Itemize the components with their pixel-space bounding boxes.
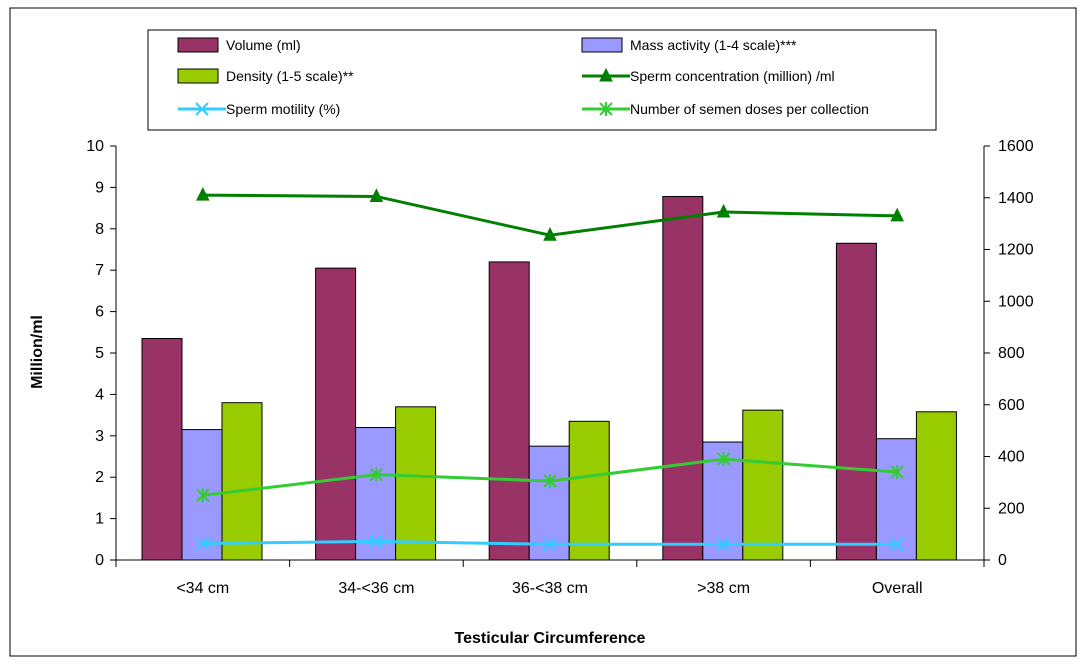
series-point — [195, 187, 210, 201]
left-tick-label: 6 — [95, 304, 104, 321]
right-tick-label: 200 — [998, 500, 1025, 517]
legend-label: Sperm concentration (million) /ml — [630, 68, 835, 84]
legend-label: Density (1-5 scale)** — [226, 68, 354, 84]
series-point — [716, 203, 731, 218]
bar — [221, 402, 263, 561]
legend-swatch — [581, 37, 623, 53]
left-tick-label: 9 — [95, 179, 104, 196]
plot-area: 0 1 2 3 4 5 6 7 8 9 10 0 200 400 600 800 1000 1200 1400 160… — [86, 138, 1033, 597]
bar — [315, 267, 357, 561]
left-tick-label: 2 — [95, 469, 104, 486]
series-point — [196, 536, 210, 551]
bar — [141, 338, 183, 561]
left-tick-label: 3 — [95, 428, 104, 445]
legend-marker — [599, 102, 613, 116]
legend-marker — [599, 67, 613, 82]
bar — [488, 261, 530, 561]
legend-item: Mass activity (1-4 scale)*** — [581, 37, 797, 53]
x-tick-label: Overall — [872, 580, 923, 597]
x-tick-label: >38 cm — [697, 580, 750, 597]
series-point — [716, 537, 731, 551]
x-tick-label: <34 cm — [176, 580, 229, 597]
bar — [742, 409, 784, 561]
marker-x-stroke — [716, 537, 731, 551]
series-point — [543, 537, 557, 551]
marker-triangle — [369, 188, 384, 202]
left-tick-label: 8 — [95, 221, 104, 238]
left-tick-label: 5 — [95, 345, 104, 362]
legend-item: Volume (ml) — [177, 37, 301, 53]
bar — [835, 242, 877, 561]
legend-item: Sperm motility (%) — [178, 101, 340, 117]
legend-box — [147, 29, 937, 131]
left-tick-label: 4 — [95, 386, 104, 403]
marker-x-stroke — [890, 537, 904, 551]
left-tick-label: 1 — [95, 511, 104, 528]
marker-triangle — [543, 227, 557, 241]
legend-label: Number of semen doses per collection — [630, 101, 869, 117]
legend: Volume (ml) Mass activity (1-4 scale)*** D… — [147, 29, 937, 131]
right-tick-label: 1400 — [998, 190, 1034, 207]
left-tick-label: 10 — [86, 138, 104, 155]
left-tick-label: 7 — [95, 262, 104, 279]
right-tick-label: 600 — [998, 397, 1025, 414]
right-tick-label: 0 — [998, 552, 1007, 569]
series-point — [890, 207, 905, 222]
marker-x-stroke — [195, 102, 209, 116]
right-tick-label: 400 — [998, 449, 1025, 466]
marker-triangle — [195, 187, 210, 201]
y-axis-title: Million/ml — [29, 315, 46, 389]
bar — [915, 411, 957, 561]
bar — [568, 420, 610, 561]
legend-item: Number of semen doses per collection — [582, 101, 869, 117]
right-tick-label: 1000 — [998, 293, 1034, 310]
bar — [875, 438, 917, 561]
series-point — [543, 227, 557, 241]
marker-triangle — [599, 67, 613, 82]
marker-x-stroke — [369, 534, 384, 549]
marker-x-stroke — [543, 537, 557, 551]
legend-label: Volume (ml) — [226, 37, 301, 53]
series-point — [369, 467, 384, 482]
right-tick-label: 1600 — [998, 138, 1034, 155]
legend-label: Sperm motility (%) — [226, 101, 340, 117]
x-tick-label: 36-<38 cm — [512, 580, 588, 597]
series-point — [369, 534, 384, 549]
right-tick-label: 1200 — [998, 242, 1034, 259]
series-point — [890, 465, 904, 480]
series-point — [716, 452, 731, 467]
legend-swatch — [177, 37, 219, 53]
legend-item: Density (1-5 scale)** — [177, 68, 354, 84]
legend-swatch — [177, 68, 219, 84]
series-point — [543, 474, 557, 489]
x-axis-title: Testicular Circumference — [455, 630, 646, 647]
bar — [355, 427, 397, 561]
series-point — [196, 488, 210, 503]
bar — [662, 196, 704, 561]
left-tick-label: 0 — [95, 552, 104, 569]
legend-label: Mass activity (1-4 scale)*** — [630, 37, 797, 53]
right-tick-label: 800 — [998, 345, 1025, 362]
marker-triangle — [716, 203, 731, 218]
series-point — [890, 537, 904, 551]
marker-triangle — [890, 207, 905, 222]
marker-x-stroke — [196, 536, 210, 551]
legend-item: Sperm concentration (million) /ml — [582, 67, 835, 84]
x-tick-label: 34-<36 cm — [338, 580, 414, 597]
bar — [395, 406, 437, 561]
series-point — [369, 188, 384, 202]
legend-marker — [195, 102, 209, 116]
